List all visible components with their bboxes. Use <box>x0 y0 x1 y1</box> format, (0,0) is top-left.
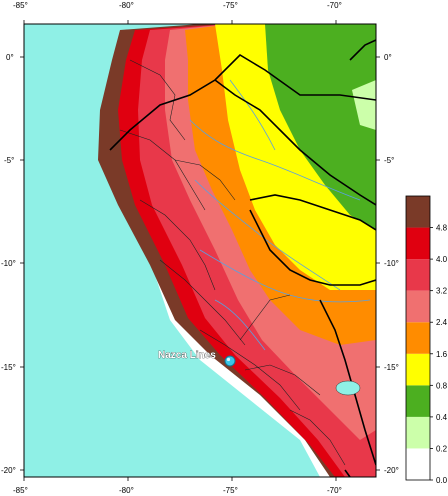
y-tick-labels-right: 0° -5° -10° -15° -20° <box>384 53 399 475</box>
x-tick-labels-top: -85° -80° -75° -70° <box>13 1 342 10</box>
legend-label: 3.2 <box>436 287 448 296</box>
legend-swatch <box>406 322 430 354</box>
location-dot-highlight <box>226 357 231 362</box>
lake-titicaca <box>335 380 361 396</box>
y-tick-label: -15° <box>384 363 399 372</box>
legend-swatch <box>406 259 430 291</box>
y-tick-label: -5° <box>4 156 14 165</box>
x-tick-label: -80° <box>119 486 134 495</box>
x-tick-label: -70° <box>327 486 342 495</box>
country-boundaries <box>109 39 376 477</box>
map-area <box>23 23 377 478</box>
y-tick-label: 0° <box>6 53 14 62</box>
location-dot-icon[interactable] <box>224 355 236 367</box>
x-tick-label: -75° <box>223 1 238 10</box>
legend-swatch <box>406 416 430 449</box>
legend-swatch <box>406 290 430 323</box>
legend: 0.0 0.2 0.4 0.8 1.6 2.4 3.2 4.0 4.8 <box>405 195 448 485</box>
legend-label: 0.4 <box>436 413 448 422</box>
legend-swatch <box>406 385 430 417</box>
legend-label: 2.4 <box>436 318 448 327</box>
x-tick-label: -85° <box>13 486 28 495</box>
y-tick-label: -10° <box>384 259 399 268</box>
legend-frame <box>405 195 431 481</box>
nazca-lines-marker[interactable]: Nazca Lines <box>158 350 236 367</box>
y-tick-label: -10° <box>1 259 16 268</box>
x-tick-label: -75° <box>223 486 238 495</box>
rivers <box>189 79 371 351</box>
legend-label: 0.2 <box>436 444 448 453</box>
x-tick-label: -70° <box>327 1 342 10</box>
hazard-zone-light-green <box>352 80 376 130</box>
region-boundaries <box>119 59 346 466</box>
legend-swatch <box>406 353 430 386</box>
x-tick-label: -80° <box>119 1 134 10</box>
axis-ticks <box>20 20 380 481</box>
y-tick-label: -20° <box>1 466 16 475</box>
legend-label: 1.6 <box>436 350 448 359</box>
hazard-zone-green <box>265 24 376 230</box>
legend-label: 0.0 <box>436 476 448 485</box>
legend-label: 0.8 <box>436 381 448 390</box>
y-tick-labels-left: 0° -5° -10° -15° -20° <box>1 53 16 475</box>
x-tick-labels-bottom: -85° -80° -75° -70° <box>13 486 342 495</box>
y-tick-label: 0° <box>384 53 392 62</box>
legend-label: 4.0 <box>436 255 448 264</box>
legend-label: 4.8 <box>436 224 448 233</box>
y-tick-label: -15° <box>1 363 16 372</box>
y-tick-label: -5° <box>384 156 394 165</box>
map-frame <box>23 23 377 478</box>
legend-swatch <box>406 227 430 260</box>
legend-swatch <box>406 196 430 228</box>
y-tick-label: -20° <box>384 466 399 475</box>
x-tick-label: -85° <box>13 1 28 10</box>
place-label: Nazca Lines <box>158 350 216 361</box>
legend-swatch <box>406 448 430 480</box>
